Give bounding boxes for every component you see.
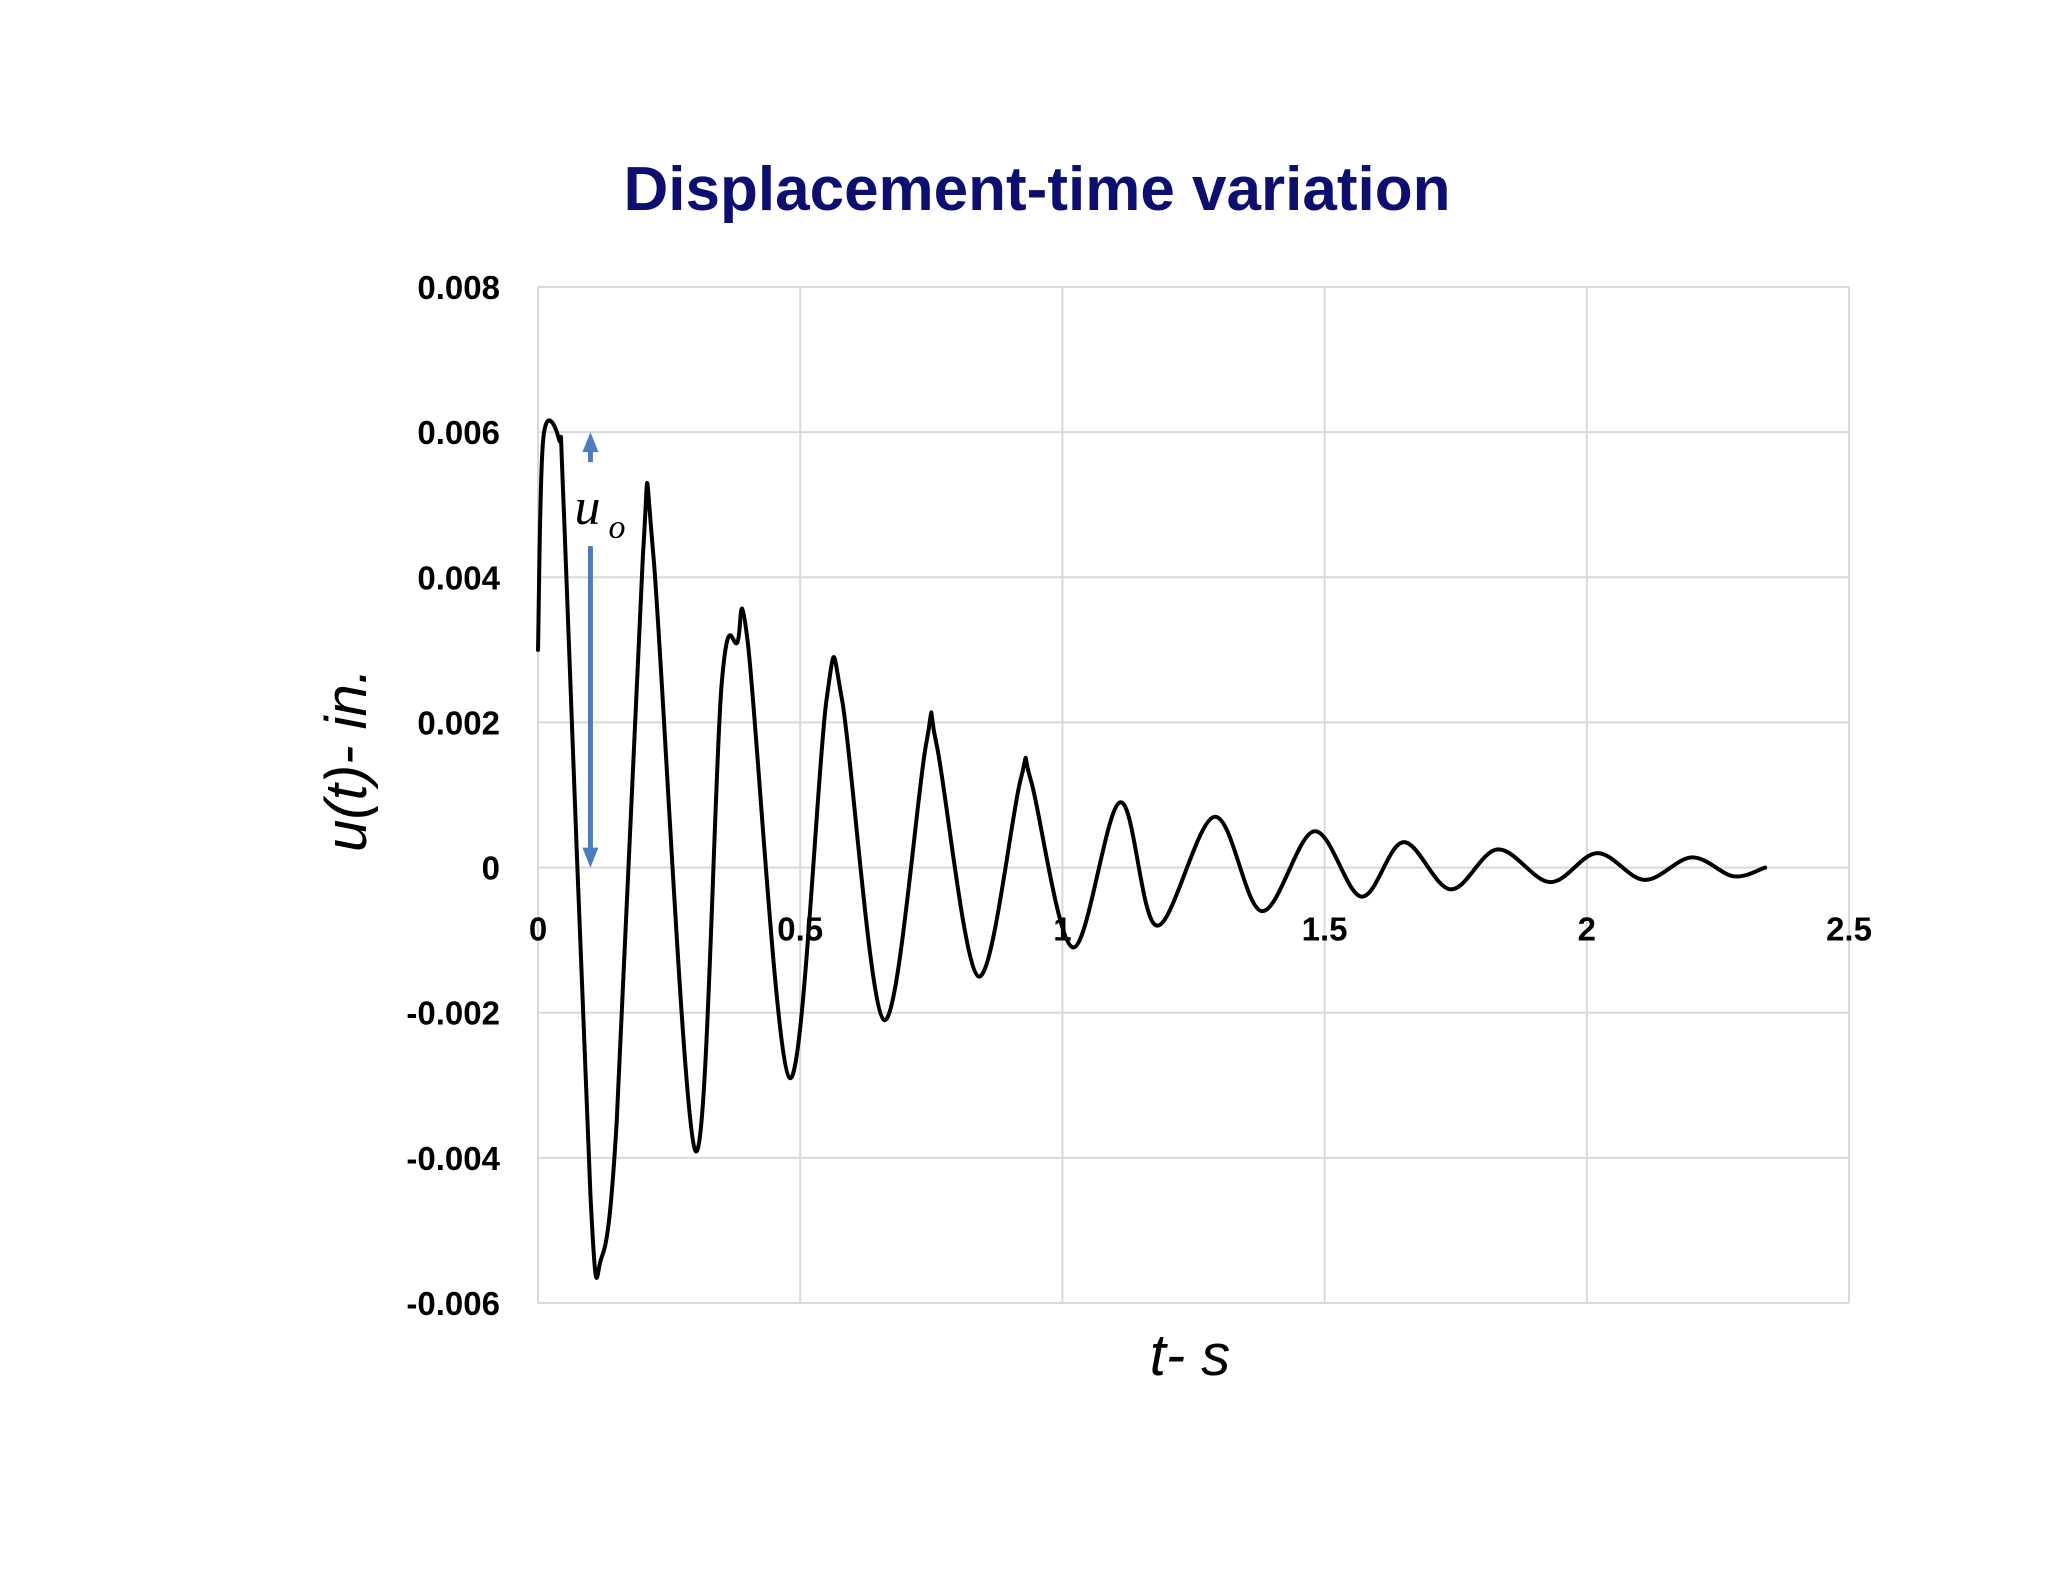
y-tick-label: 0.002 <box>417 704 500 741</box>
series-layer <box>536 418 1768 1280</box>
x-tick-label: 0 <box>529 911 547 948</box>
y-tick-label: -0.006 <box>406 1285 500 1322</box>
series-line-0 <box>536 418 1768 1280</box>
x-tick-label: 0.5 <box>777 911 823 948</box>
annotation-label-subscript: o <box>608 509 625 546</box>
y-tick-label: 0.006 <box>417 414 500 451</box>
annotation-arrow-down-head <box>582 847 599 868</box>
chart-title: Displacement-time variation <box>624 155 1451 224</box>
x-tick-label: 2.5 <box>1826 911 1872 948</box>
x-tick-label: 2 <box>1578 911 1596 948</box>
x-axis-label: t- s <box>1150 1323 1231 1388</box>
y-tick-label: 0 <box>482 850 500 887</box>
annotation-arrow-up-head <box>582 432 599 453</box>
annotation-label: u <box>574 479 600 536</box>
x-tick-label: 1.5 <box>1302 911 1348 948</box>
y-axis-label: u(t)- in. <box>314 668 379 852</box>
y-tick-label: 0.004 <box>417 559 500 596</box>
y-tick-label: -0.002 <box>406 995 500 1032</box>
grid <box>537 286 1850 1304</box>
y-tick-label: 0.008 <box>417 269 500 306</box>
y-tick-label: -0.004 <box>406 1140 500 1177</box>
tick-labels: 0.008 0.006 0.004 0.002 0 -0.002 -0.004 -0.006 0… <box>406 269 1872 1322</box>
